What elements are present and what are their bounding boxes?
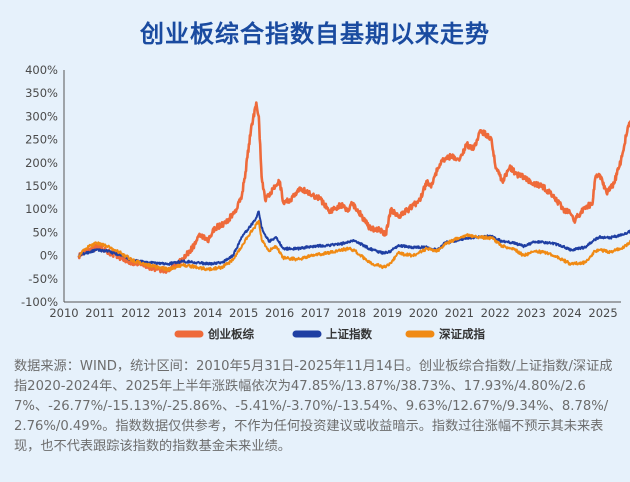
y-tick-label: 100% [25, 202, 58, 216]
chart-axes: 400% 350% 300% 250% 200% 150% 100% 50% 0% -50% -10… [21, 63, 621, 320]
x-tick-label: 2023 [517, 306, 546, 320]
x-tick-label: 2021 [445, 306, 474, 320]
x-tick-label: 2016 [265, 306, 294, 320]
x-tick-label: 2018 [337, 306, 366, 320]
x-tick-label: 2010 [49, 306, 78, 320]
x-tick-label: 2012 [121, 306, 150, 320]
chart-legend: 创业板综 上证指数 深证成指 [174, 327, 485, 341]
legend-label: 深证成指 [439, 327, 485, 341]
y-tick-label: 200% [25, 156, 58, 170]
x-tick-label: 2019 [373, 306, 402, 320]
y-tick-label: 0% [40, 249, 58, 263]
series-line [77, 210, 630, 266]
x-tick-label: 2024 [552, 306, 581, 320]
y-tick-label: -100% [21, 295, 58, 309]
y-tick-label: 400% [25, 63, 58, 77]
x-tick-label: 2022 [481, 306, 510, 320]
chart-title: 创业板综合指数自基期以来走势 [140, 20, 490, 48]
series-line [77, 219, 630, 272]
x-tick-label: 2011 [85, 306, 114, 320]
chart-lines [77, 101, 630, 274]
x-tick-label: 2015 [229, 306, 258, 320]
legend-label: 创业板综 [207, 327, 254, 341]
data-source-note: 数据来源：WIND，统计区间：2010年5月31日-2025年11月14日。创业… [14, 359, 613, 454]
y-tick-label: 350% [25, 86, 58, 100]
y-tick-label: -50% [28, 272, 58, 286]
series-line [77, 101, 630, 274]
x-tick-label: 2017 [301, 306, 330, 320]
legend-label: 上证指数 [326, 327, 372, 341]
x-tick-label: 2013 [157, 306, 186, 320]
y-tick-label: 50% [32, 225, 58, 239]
y-tick-label: 150% [25, 179, 58, 193]
y-tick-label: 300% [25, 109, 58, 123]
x-tick-label: 2020 [409, 306, 438, 320]
y-tick-label: 250% [25, 133, 58, 147]
line-chart: 400% 350% 300% 250% 200% 150% 100% 50% 0% -50% -10… [21, 63, 630, 341]
x-tick-label: 2025 [588, 306, 617, 320]
x-tick-label: 2014 [193, 306, 222, 320]
